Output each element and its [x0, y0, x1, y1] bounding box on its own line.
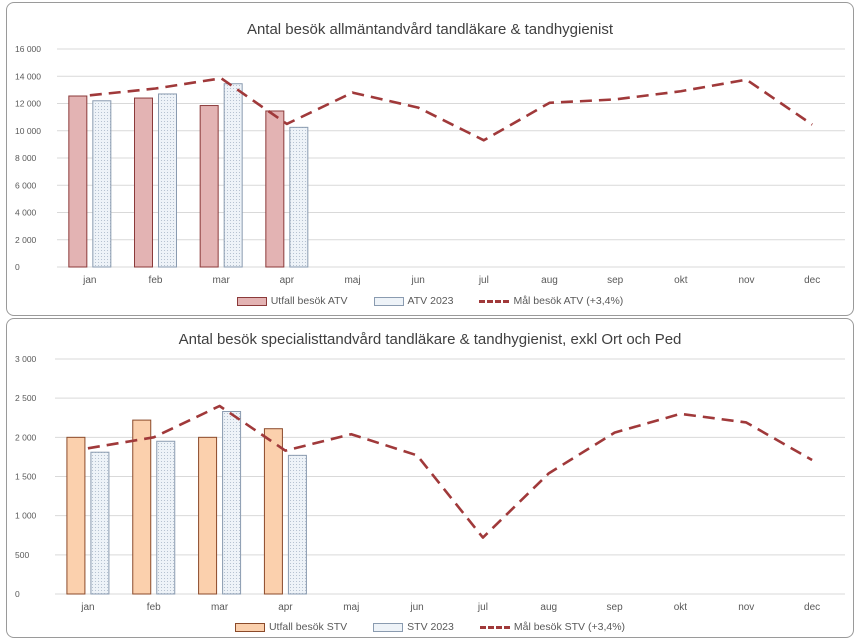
y-tick-label: 1 000	[15, 511, 37, 521]
y-tick-label: 4 000	[15, 208, 37, 218]
x-tick-label: apr	[278, 602, 293, 613]
legend-swatch-goal	[479, 299, 510, 303]
legend-item-prior-year: STV 2023	[373, 621, 454, 633]
y-tick-label: 10 000	[15, 126, 41, 136]
bar-actual	[265, 110, 285, 268]
x-tick-label: feb	[147, 602, 161, 613]
legend-label: ATV 2023	[407, 295, 454, 307]
legend-item-actual: Utfall besök STV	[234, 621, 348, 633]
goal-line	[87, 404, 813, 539]
legend-label: Utfall besök ATV	[270, 295, 348, 307]
x-tick-label: mar	[211, 602, 229, 613]
y-tick-label: 500	[15, 550, 29, 560]
legend-swatch-prior-year	[373, 296, 404, 306]
legend-swatch-prior-year	[373, 622, 404, 632]
bar-prior-year	[222, 410, 242, 595]
x-tick-label: jun	[410, 275, 424, 286]
bar-actual	[263, 428, 283, 595]
legend-item-actual: Utfall besök ATV	[236, 295, 348, 307]
bar-actual	[198, 436, 218, 595]
atv-chart-plot: 0 2 000 4 000 6 000 8 000 10 000 12 000 14 000 1…	[15, 44, 845, 286]
stv-chart-panel: Antal besök specialisttandvård tandläkar…	[6, 318, 854, 638]
legend-item-prior-year: ATV 2023	[373, 295, 454, 307]
goal-line	[89, 76, 813, 142]
bar-actual	[199, 105, 219, 268]
y-tick-label: 12 000	[15, 99, 41, 109]
x-tick-label: aug	[540, 602, 557, 613]
y-tick-label: 6 000	[15, 180, 37, 190]
bar-prior-year	[289, 126, 309, 268]
chart-legend: Utfall besök STV STV 2023 Mål besök STV …	[7, 621, 853, 633]
legend-label: STV 2023	[407, 621, 454, 633]
bar-prior-year	[92, 100, 112, 268]
x-tick-label: aug	[541, 275, 558, 286]
x-tick-label: sep	[607, 602, 624, 613]
legend-swatch-goal	[479, 625, 510, 629]
y-tick-label: 2 500	[15, 393, 37, 403]
legend-item-goal: Mål besök STV (+3,4%)	[479, 621, 626, 633]
bar-actual	[132, 419, 152, 595]
chart-title: Antal besök allmäntandvård tandläkare & …	[246, 21, 614, 38]
legend-label: Utfall besök STV	[268, 621, 348, 633]
x-tick-label: dec	[804, 602, 820, 613]
atv-chart-panel: Antal besök allmäntandvård tandläkare & …	[6, 2, 854, 316]
x-tick-label: jul	[478, 275, 489, 286]
bar-actual	[68, 95, 88, 268]
x-tick-label: nov	[738, 602, 754, 613]
y-tick-label: 0	[15, 589, 20, 599]
x-tick-label: jun	[409, 602, 423, 613]
y-tick-label: 14 000	[15, 71, 41, 81]
chart-title: Antal besök specialisttandvård tandläkar…	[178, 331, 682, 348]
legend-swatch-actual	[234, 622, 265, 632]
x-tick-label: nov	[738, 275, 754, 286]
stv-chart-plot: 0 500 1 000 1 500 2 000 2 500 3 000 jan feb mar ap…	[15, 354, 845, 613]
legend-label: Mål besök STV (+3,4%)	[513, 621, 626, 633]
x-tick-label: apr	[280, 275, 295, 286]
bar-prior-year	[90, 451, 110, 595]
x-tick-label: jan	[80, 602, 94, 613]
bar-prior-year	[287, 454, 307, 595]
x-tick-label: okt	[674, 602, 688, 613]
y-tick-label: 8 000	[15, 153, 37, 163]
y-tick-label: 0	[15, 262, 20, 272]
y-tick-label: 1 500	[15, 472, 37, 482]
y-tick-label: 2 000	[15, 235, 37, 245]
legend-label: Mål besök ATV (+3,4%)	[513, 295, 624, 307]
x-tick-label: dec	[804, 275, 820, 286]
x-tick-label: jan	[82, 275, 96, 286]
bar-prior-year	[158, 93, 177, 268]
x-tick-label: maj	[344, 275, 360, 286]
legend-swatch-actual	[236, 296, 267, 306]
x-tick-label: jul	[477, 602, 488, 613]
bar-actual	[134, 97, 153, 268]
x-tick-label: feb	[149, 275, 163, 286]
legend-item-goal: Mål besök ATV (+3,4%)	[479, 295, 623, 307]
chart-legend: Utfall besök ATV ATV 2023 Mål besök ATV …	[7, 295, 853, 307]
x-tick-label: mar	[213, 275, 231, 286]
bar-prior-year	[223, 83, 243, 268]
y-tick-label: 2 000	[15, 432, 37, 442]
x-tick-label: maj	[343, 602, 359, 613]
bar-prior-year	[156, 440, 176, 595]
bar-actual	[66, 436, 86, 595]
x-tick-label: sep	[607, 275, 624, 286]
y-tick-label: 3 000	[15, 354, 37, 364]
y-tick-label: 16 000	[15, 44, 41, 54]
x-tick-label: okt	[674, 275, 688, 286]
